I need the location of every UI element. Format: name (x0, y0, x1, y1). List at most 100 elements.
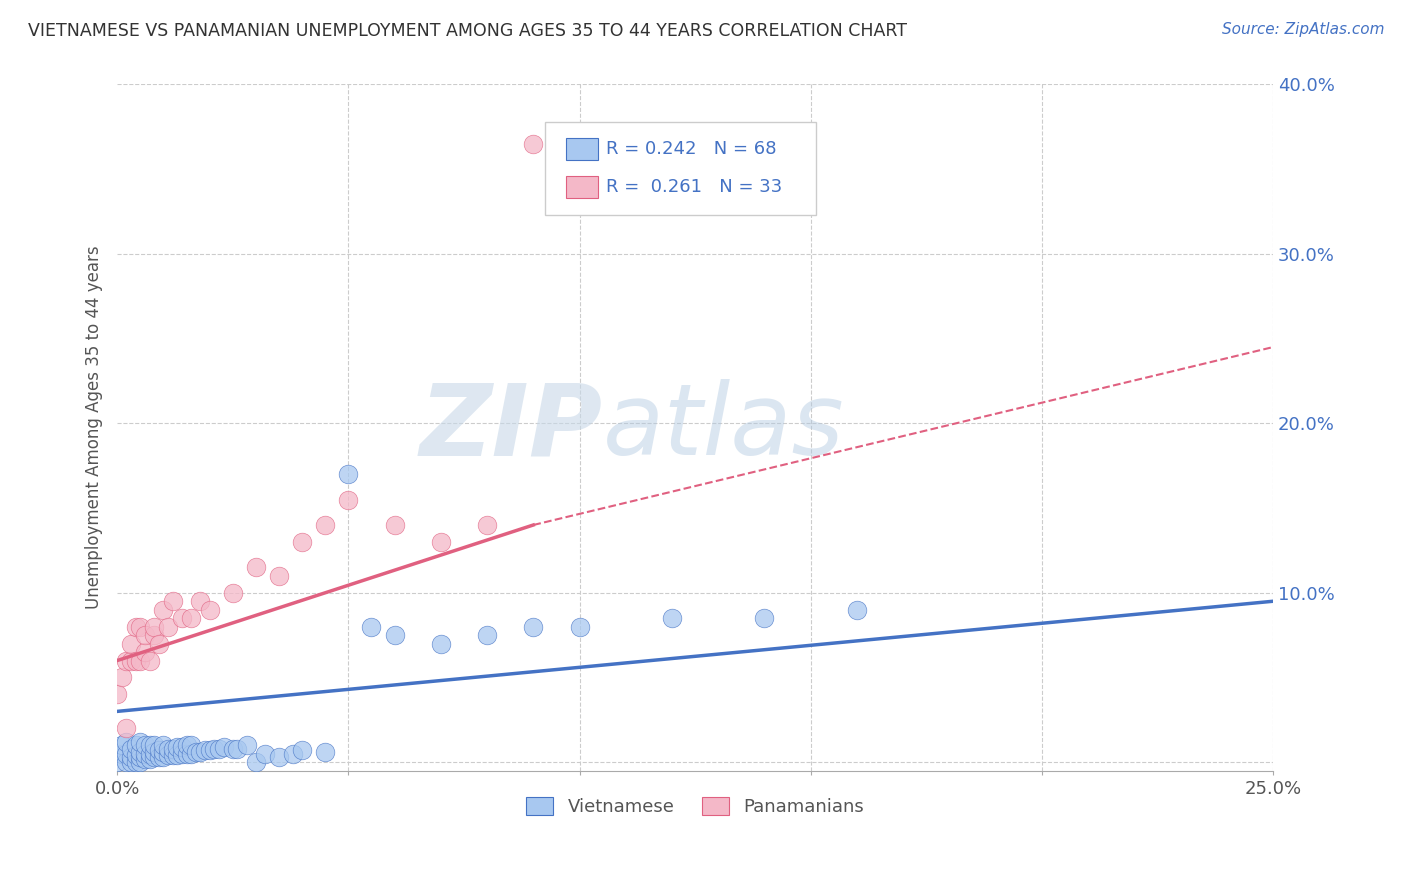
Point (208, 741, 231, 756)
Point (134, 747, 156, 761)
Point (245, 756, 267, 770)
Point (143, 745, 166, 759)
Point (111, 739, 134, 753)
Point (120, 637, 142, 651)
Point (180, 747, 202, 761)
Point (143, 739, 166, 753)
Point (148, 637, 170, 651)
Point (129, 735, 152, 749)
Point (143, 620, 166, 634)
Point (360, 620, 382, 634)
Point (184, 745, 207, 759)
Point (162, 748, 184, 763)
Point (111, 747, 134, 761)
Point (125, 654, 148, 668)
Point (129, 756, 152, 770)
Y-axis label: Unemployment Among Ages 35 to 44 years: Unemployment Among Ages 35 to 44 years (86, 246, 103, 609)
Point (162, 741, 184, 756)
Point (754, 611, 776, 625)
Point (129, 750, 152, 764)
Point (245, 560, 267, 574)
FancyBboxPatch shape (546, 122, 817, 215)
Point (115, 735, 138, 749)
Point (120, 750, 142, 764)
Point (120, 756, 142, 770)
Point (522, 620, 544, 634)
Point (314, 518, 336, 533)
Point (152, 739, 174, 753)
Point (176, 747, 198, 761)
Point (190, 594, 212, 608)
Point (111, 671, 134, 685)
Bar (565, 138, 598, 160)
Point (143, 750, 166, 764)
Point (115, 654, 138, 668)
Point (125, 739, 148, 753)
Point (129, 745, 152, 759)
Point (138, 752, 160, 766)
Point (180, 739, 202, 753)
Point (170, 611, 193, 625)
Point (384, 518, 406, 533)
Point (138, 739, 160, 753)
Point (384, 628, 406, 642)
Point (138, 747, 160, 761)
Point (138, 654, 160, 668)
Point (337, 492, 360, 507)
Point (152, 745, 174, 759)
Point (198, 743, 221, 757)
Point (134, 752, 156, 766)
Text: VIETNAMESE VS PANAMANIAN UNEMPLOYMENT AMONG AGES 35 TO 44 YEARS CORRELATION CHAR: VIETNAMESE VS PANAMANIAN UNEMPLOYMENT AM… (28, 22, 907, 40)
Point (212, 739, 235, 754)
Point (291, 535, 314, 549)
Point (134, 645, 156, 659)
Point (226, 741, 249, 756)
Point (157, 741, 180, 756)
Point (162, 594, 184, 608)
Point (337, 467, 360, 482)
Point (115, 747, 138, 761)
Point (267, 750, 290, 764)
Bar (565, 176, 598, 198)
Point (125, 756, 148, 770)
Point (267, 569, 290, 583)
Point (190, 745, 212, 759)
Point (176, 739, 198, 753)
Point (291, 743, 314, 757)
Point (202, 741, 225, 756)
Point (254, 747, 277, 761)
Point (180, 611, 202, 625)
Point (235, 739, 257, 753)
Text: R = 0.242   N = 68: R = 0.242 N = 68 (606, 140, 776, 158)
Point (475, 518, 498, 533)
Point (222, 586, 245, 600)
Point (115, 722, 138, 736)
Point (115, 756, 138, 770)
Point (152, 750, 174, 764)
Point (170, 739, 193, 754)
Point (157, 620, 180, 634)
Point (430, 637, 453, 651)
Point (134, 628, 156, 642)
Point (120, 741, 142, 756)
Point (152, 603, 174, 617)
Point (166, 739, 188, 754)
Point (522, 136, 544, 151)
Point (568, 620, 591, 634)
Text: atlas: atlas (603, 379, 844, 476)
Text: R =  0.261   N = 33: R = 0.261 N = 33 (606, 178, 782, 195)
Point (125, 748, 148, 763)
Point (314, 745, 336, 759)
Point (125, 620, 148, 634)
Point (148, 750, 170, 764)
Text: Source: ZipAtlas.com: Source: ZipAtlas.com (1222, 22, 1385, 37)
Point (845, 603, 868, 617)
Point (134, 739, 156, 753)
Point (105, 688, 128, 702)
Point (166, 748, 188, 763)
Point (281, 747, 304, 761)
Text: ZIP: ZIP (419, 379, 603, 476)
Point (661, 611, 683, 625)
Point (222, 741, 245, 756)
Point (194, 743, 217, 757)
